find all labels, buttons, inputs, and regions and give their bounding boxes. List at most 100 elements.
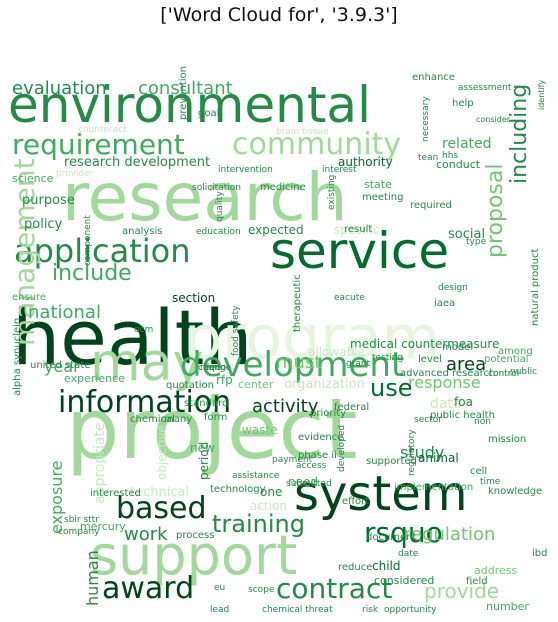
- word-purpose: purpose: [22, 193, 75, 208]
- word-interested: interested: [90, 488, 141, 499]
- word-therapeutic: therapeutic: [292, 274, 303, 332]
- word-quality: quality: [215, 191, 225, 222]
- word-need: need: [288, 475, 318, 489]
- word-mercury: mercury: [80, 520, 126, 533]
- word-must: must: [276, 352, 321, 373]
- word-iaea: iaea: [434, 298, 455, 309]
- word-support: support: [90, 524, 297, 587]
- word-rfp: rfp: [216, 373, 233, 387]
- word-change: change: [198, 363, 232, 373]
- word-number: number: [486, 600, 529, 613]
- word-eu: eu: [214, 583, 225, 593]
- word-provider: provider: [56, 169, 94, 179]
- word-result: result: [344, 224, 372, 235]
- word-environmental: environmental: [8, 76, 371, 134]
- word-objective: objective: [155, 425, 169, 480]
- word-identify: identify: [537, 80, 546, 110]
- word-united-state: united state: [30, 360, 90, 371]
- word-standard: standard: [184, 398, 228, 409]
- word-science: science: [12, 172, 54, 185]
- word-social: social: [448, 227, 485, 242]
- word-phase-ii: phase ii: [298, 450, 337, 461]
- word-field: field: [466, 576, 488, 587]
- word-requirement: requirement: [12, 128, 185, 161]
- word-technical: technical: [130, 485, 189, 500]
- word-based: based: [116, 491, 207, 526]
- word-contract: contract: [276, 572, 392, 605]
- word-period: period: [197, 442, 211, 480]
- word-supported: supported: [366, 456, 417, 467]
- word-public: public: [510, 367, 537, 377]
- word-including: including: [507, 84, 532, 184]
- word-reduce: reduce: [338, 562, 372, 573]
- word-evaluation: evaluation: [12, 78, 107, 99]
- word-ibd: ibd: [532, 548, 547, 559]
- word-document: document: [366, 532, 417, 543]
- word-implementation: implementation: [394, 482, 473, 493]
- word-meeting: meeting: [362, 192, 403, 203]
- word-center: center: [238, 378, 274, 391]
- word-state: state: [364, 178, 392, 191]
- word-human: human: [83, 550, 102, 606]
- word-chemical-threat: chemical threat: [262, 605, 333, 614]
- word-sector: sector: [414, 415, 442, 425]
- word-ocm: ocm: [134, 325, 153, 335]
- word-opportunity: opportunity: [384, 605, 437, 614]
- word-type: type: [466, 237, 487, 247]
- word-response: response: [408, 373, 481, 392]
- word-proposal: proposal: [483, 164, 508, 258]
- word-tean: tean: [418, 153, 438, 163]
- word-education: education: [196, 227, 241, 237]
- word-consultant: consultant: [138, 78, 233, 99]
- word-eacute: eacute: [334, 293, 365, 303]
- word-lead: lead: [210, 605, 229, 614]
- word-analysis: analysis: [122, 226, 163, 237]
- word-existing: existing: [327, 175, 337, 210]
- word-animal: animal: [418, 451, 459, 465]
- word-area: area: [446, 354, 486, 375]
- word-medicine: medicine: [260, 182, 306, 193]
- word-medical-countermeasure: medical countermeasure: [350, 337, 499, 351]
- word-related: related: [442, 136, 492, 152]
- word-among: among: [498, 346, 533, 357]
- word-research: research: [62, 159, 348, 236]
- word-work: work: [124, 524, 168, 545]
- word-intervention: intervention: [218, 165, 273, 175]
- word-testing: testing: [372, 353, 403, 363]
- word-community: community: [232, 127, 401, 162]
- word-interest: interest: [322, 165, 357, 175]
- word-effort: effort: [342, 496, 369, 507]
- word-system: system: [294, 466, 468, 522]
- word-development: development: [180, 345, 404, 385]
- word-action: action: [250, 499, 287, 513]
- word-scope: scope: [248, 585, 275, 595]
- word-brain-tissue: brain tissue: [276, 127, 329, 137]
- word-public-health: public health: [430, 410, 495, 421]
- word-evidence: evidence: [298, 432, 343, 443]
- word-allowable: allowable: [308, 345, 365, 359]
- word-may: may: [90, 333, 203, 393]
- word-child: child: [372, 559, 401, 573]
- word-ensure: ensure: [12, 292, 46, 303]
- word-mission: mission: [488, 434, 526, 445]
- word-application: application: [14, 232, 191, 270]
- word-organization: organization: [284, 377, 365, 392]
- word-management: management: [8, 158, 41, 346]
- word-exposure: exposure: [47, 460, 66, 534]
- word-advanced-research: advanced research: [400, 368, 495, 379]
- word-conduct: conduct: [436, 158, 481, 171]
- word-enhance: enhance: [412, 72, 455, 83]
- word-goal: goal: [198, 108, 219, 119]
- word-award: award: [102, 571, 194, 606]
- word-chemical: chemical: [130, 414, 175, 425]
- word-consider: consider: [476, 115, 511, 124]
- word-cloud: environmental research projecthealthprogra…: [4, 66, 552, 614]
- word-model: model: [442, 342, 473, 353]
- word-payment: payment: [272, 455, 313, 465]
- word-expected: expected: [248, 223, 304, 237]
- word-review: review: [490, 369, 520, 379]
- word-knowledge: knowledge: [488, 486, 542, 497]
- word-training: training: [212, 510, 305, 538]
- word-form: form: [204, 412, 227, 423]
- word-submitted: submitted: [286, 479, 332, 489]
